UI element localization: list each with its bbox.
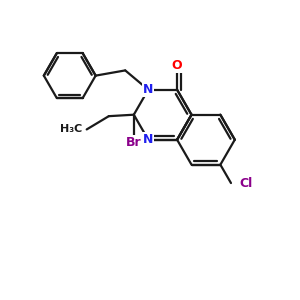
Text: N: N	[143, 133, 153, 146]
Text: N: N	[143, 83, 153, 96]
Text: O: O	[172, 59, 182, 72]
Text: Br: Br	[126, 136, 142, 149]
Text: H₃C: H₃C	[60, 124, 82, 134]
Text: Cl: Cl	[239, 176, 253, 190]
